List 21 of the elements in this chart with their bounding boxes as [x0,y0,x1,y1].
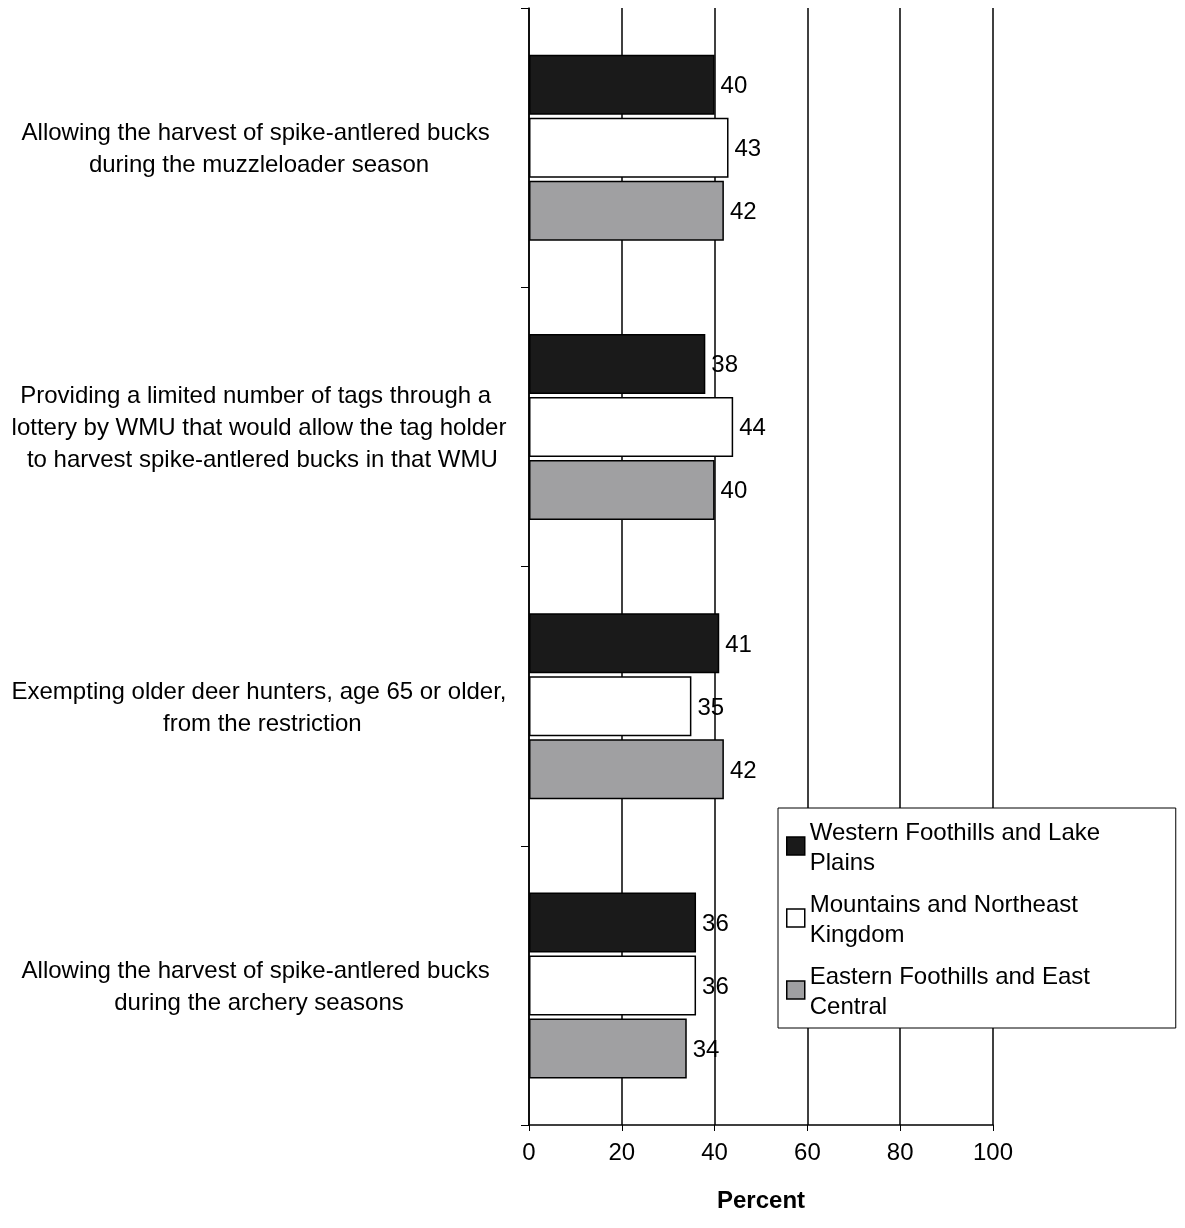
y-tick-label: Allowing the harvest of spike-antlered bucks during the muzzleloader season [21,118,497,178]
x-axis-title: Percent [716,1185,806,1213]
data-label: 40 [720,71,748,99]
data-label: 42 [729,197,757,225]
x-tick-label: 0 [522,1137,536,1165]
x-tick-label: 20 [608,1137,636,1165]
legend-label: Eastern Foothills and East Central [809,961,1097,1019]
x-tick-label: 80 [886,1137,914,1165]
legend-label: Mountains and Northeast Kingdom [809,889,1085,947]
data-label: 41 [725,629,752,657]
x-tick-label: 60 [794,1137,821,1165]
data-label: 42 [729,755,757,783]
x-tick-label: 100 [972,1137,1014,1165]
y-tick-label: Allowing the harvest of spike-antlered bucks during the archery seasons [21,955,497,1015]
y-tick-label: Providing a limited number of tags through a lottery by WMU that would allow the tag holder to harvest spike-antlered bucks in that WMU [11,381,507,473]
data-label: 44 [739,413,766,441]
data-label: 40 [720,476,748,504]
x-tick-label: 40 [701,1137,728,1165]
legend-label: Western Foothills and Lake Plains [809,817,1107,875]
data-label: 43 [734,134,762,162]
y-tick-label: Exempting older deer hunters, age 65 or older, from the restriction [11,676,507,736]
